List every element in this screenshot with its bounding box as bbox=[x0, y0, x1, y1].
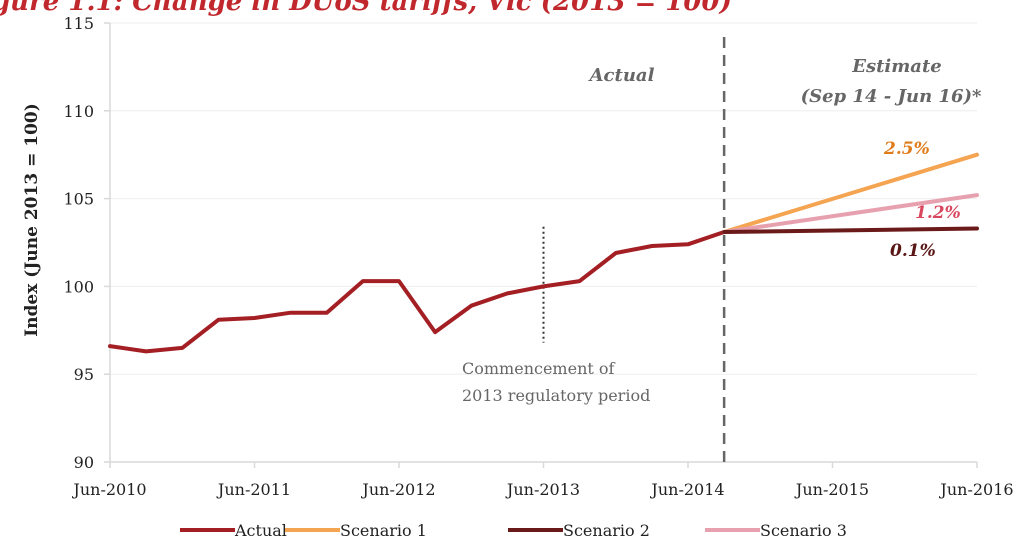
series-line-scenario-2 bbox=[722, 226, 979, 234]
legend-label: Scenario 3 bbox=[760, 521, 847, 540]
y-tick-label: 100 bbox=[63, 277, 94, 296]
commencement-annotation-line2: 2013 regulatory period bbox=[462, 386, 650, 405]
legend-label: Scenario 2 bbox=[563, 521, 650, 540]
x-tick-label: Jun-2014 bbox=[649, 480, 724, 499]
y-tick-label: 110 bbox=[63, 102, 94, 121]
x-tick-label: Jun-2015 bbox=[794, 480, 869, 499]
scenario-2-label: 0.1% bbox=[890, 241, 936, 261]
x-tick-label: Jun-2013 bbox=[505, 480, 580, 499]
estimate-period-annotation: (Sep 14 - Jun 16)* bbox=[801, 86, 982, 107]
grid-lines bbox=[110, 22, 977, 375]
annotation-labels: Actual Estimate (Sep 14 - Jun 16)* Comme… bbox=[462, 56, 982, 405]
x-tick-label: Jun-2012 bbox=[360, 480, 435, 499]
scenario-3-label: 1.2% bbox=[915, 203, 961, 223]
series-line-scenario-3 bbox=[722, 193, 979, 234]
x-tick-labels: Jun-2010 Jun-2011 Jun-2012 Jun-2013 Jun-2014… bbox=[71, 462, 1014, 499]
actual-annotation: Actual bbox=[588, 65, 655, 86]
x-tick-label: Jun-2011 bbox=[216, 480, 291, 499]
commencement-annotation-line1: Commencement of bbox=[462, 359, 616, 378]
scenario-1-label: 2.5% bbox=[883, 139, 930, 159]
y-axis-label: Index (June 2013 = 100) bbox=[22, 103, 42, 337]
series-lines bbox=[108, 152, 979, 354]
x-tick-label: Jun-2010 bbox=[71, 480, 146, 499]
y-tick-label: 90 bbox=[74, 453, 94, 472]
y-tick-label: 115 bbox=[63, 14, 94, 33]
y-tick-label: 105 bbox=[63, 190, 94, 209]
legend: Actual Scenario 1 Scenario 2 Scenario 3 bbox=[180, 521, 847, 540]
estimate-annotation: Estimate bbox=[851, 56, 941, 77]
guide-lines bbox=[542, 37, 726, 462]
chart-title: gure 1.1: Change in DUoS tariffs, Vic (2… bbox=[0, 0, 732, 17]
y-tick-labels: 90 95 100 105 110 115 bbox=[63, 14, 94, 472]
series-line-actual bbox=[108, 230, 727, 354]
x-tick-label: Jun-2016 bbox=[938, 480, 1013, 499]
series-line-scenario-1 bbox=[722, 152, 979, 234]
legend-label: Scenario 1 bbox=[340, 521, 427, 540]
legend-label: Actual bbox=[234, 521, 287, 540]
y-tick-label: 95 bbox=[74, 365, 94, 384]
